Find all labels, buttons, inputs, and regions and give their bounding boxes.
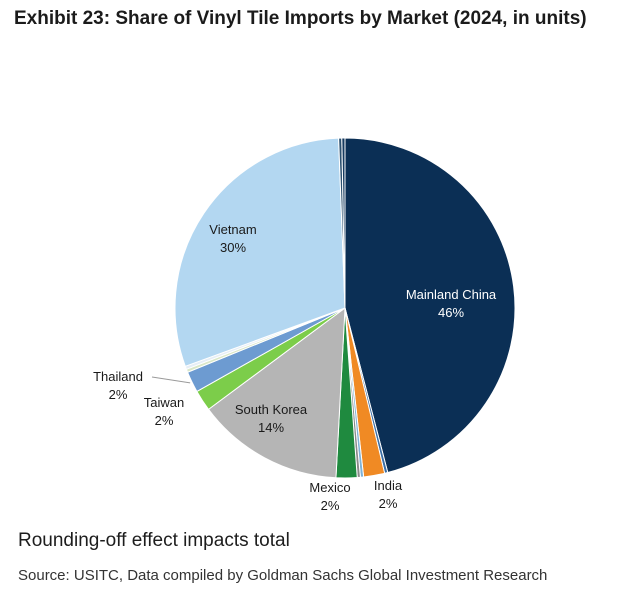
label-south-korea: South Korea 14%	[235, 402, 308, 435]
pie-slices	[174, 137, 516, 479]
slice-south-korea	[207, 306, 346, 479]
label-mainland-china: Mainland China 46%	[406, 287, 497, 320]
leader-thailand	[151, 376, 191, 384]
slice-mainland-china	[344, 137, 516, 474]
source-note: Source: USITC, Data compiled by Goldman …	[18, 567, 548, 584]
slice-labels: Mainland China 46% India 2% Mexico 2% South Ko…	[93, 222, 497, 513]
leader-lines	[151, 376, 191, 384]
label-india: India 2%	[374, 478, 403, 511]
label-thailand: Thailand 2%	[93, 369, 143, 402]
label-vietnam: Vietnam 30%	[209, 222, 256, 255]
pie-chart: Mainland China 46% India 2% Mexico 2% South Ko…	[93, 137, 516, 513]
slice-minor-13	[341, 137, 346, 309]
label-taiwan: Taiwan 2%	[144, 395, 184, 428]
rounding-note: Rounding-off effect impacts total	[18, 530, 290, 551]
label-mexico: Mexico 2%	[309, 480, 350, 513]
slice-vietnam	[174, 137, 346, 367]
chart-title: Exhibit 23: Share of Vinyl Tile Imports …	[14, 8, 587, 29]
